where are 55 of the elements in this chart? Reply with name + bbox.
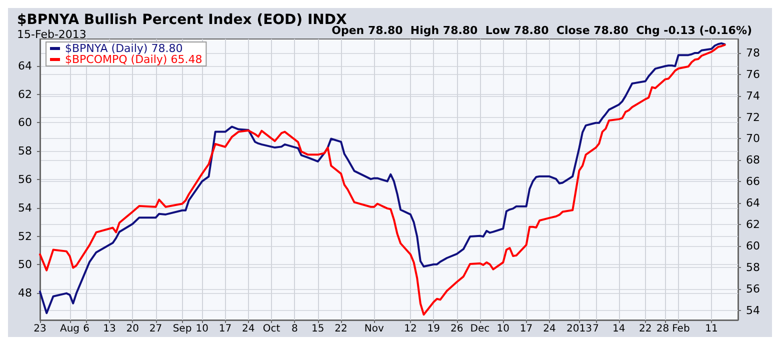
x-tick-label: 8 (292, 324, 298, 334)
x-tick-label: 23 (34, 324, 46, 334)
x-tick-label: 10 (196, 324, 208, 334)
y-tick-label: 62 (18, 88, 32, 101)
x-tick-label: 12 (404, 324, 417, 334)
y2-tick-label: 78 (746, 46, 760, 60)
chart-subtitle: 15-Feb-2013 (17, 28, 86, 41)
legend-label: $BPCOMPQ (Daily) 65.48 (65, 53, 202, 66)
x-tick-label: 27 (149, 324, 162, 334)
y2-tick-label: 56 (746, 282, 760, 296)
y2-tick-label: 70 (746, 132, 760, 146)
y-tick-label: 58 (18, 144, 32, 158)
x-tick-label: Feb (672, 324, 690, 334)
x-tick-label: 22 (639, 324, 652, 334)
x-tick-label: 22 (334, 324, 348, 334)
legend-label: $BPNYA (Daily) 78.80 (65, 42, 183, 55)
x-tick-label: 17 (218, 324, 232, 334)
x-tick-label: 6 (83, 324, 90, 334)
x-tick-label: Nov (364, 324, 384, 334)
x-tick-label: 26 (450, 324, 464, 334)
y-tick-label: 52 (18, 230, 32, 243)
x-tick-label: 14 (612, 324, 626, 334)
x-tick-label: 13 (103, 324, 116, 334)
y2-tick-label: 68 (746, 154, 760, 167)
y2-tick-label: 54 (746, 304, 760, 317)
y-tick-label: 56 (18, 173, 32, 186)
y-tick-label: 50 (18, 258, 32, 272)
x-tick-label: Oct (262, 324, 280, 334)
text: Open 78.80 High 78.80 Low 78.80 Close 78.80 Chg -0.13 (-0.16%) (332, 24, 752, 37)
y2-tick-label: 64 (746, 196, 760, 210)
x-tick-label: 7 (592, 324, 599, 334)
y2-tick-label: 72 (746, 110, 760, 124)
x-tick-label: 2013 (566, 324, 592, 334)
x-tick-label: Sep (172, 324, 192, 334)
x-tick-label: 28 (656, 324, 670, 334)
y2-tick-label: 74 (746, 89, 760, 102)
x-tick-label: 24 (543, 324, 556, 334)
y2-tick-label: 60 (746, 239, 760, 252)
x-tick-label: 20 (126, 324, 139, 334)
x-tick-label: Aug (60, 324, 80, 334)
x-tick-label: 19 (427, 324, 440, 334)
y2-tick-label: 66 (746, 175, 760, 188)
x-tick-label: 17 (520, 324, 533, 334)
x-tick-label: Dec (470, 324, 490, 334)
y2-tick-label: 58 (746, 260, 760, 274)
y-tick-label: 64 (18, 59, 32, 72)
y-tick-label: 48 (18, 286, 32, 300)
x-tick-label: 15 (312, 324, 324, 334)
y2-tick-label: 76 (746, 68, 760, 81)
x-tick-label: 11 (705, 324, 718, 334)
y2-tick-label: 62 (746, 218, 760, 232)
y-tick-label: 60 (18, 116, 32, 130)
y-tick-label: 54 (18, 201, 32, 214)
x-tick-label: 24 (242, 324, 255, 334)
x-tick-label: 10 (496, 324, 510, 334)
